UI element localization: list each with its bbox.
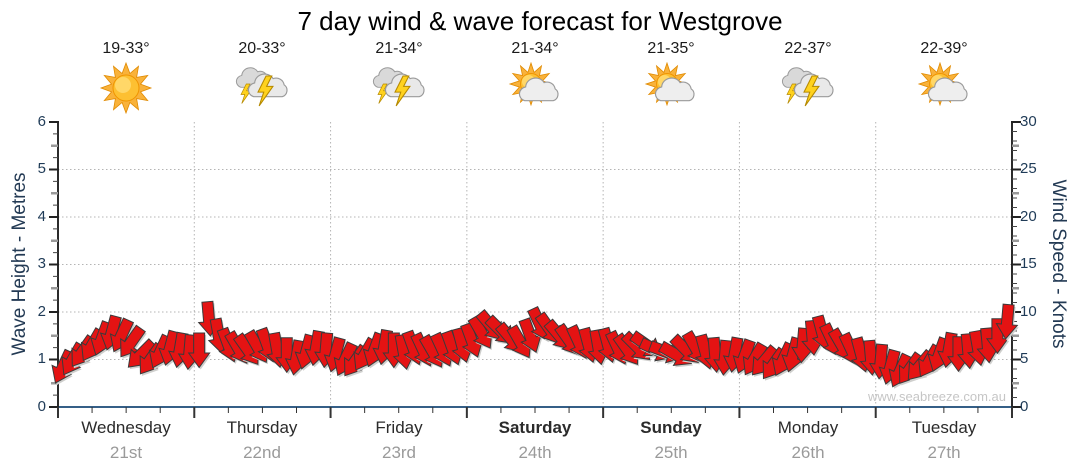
watermark: www.seabreeze.com.au	[867, 389, 1006, 404]
day-label: Thursday	[226, 418, 298, 437]
y-tick-right: 25	[1020, 160, 1037, 177]
y-tick-right: 30	[1020, 113, 1037, 130]
temp-label: 19-33°	[102, 40, 150, 57]
day-label: Saturday	[498, 418, 572, 437]
y-tick-right: 5	[1020, 350, 1029, 367]
sun-icon	[98, 61, 154, 115]
chart-title: 7 day wind & wave forecast for Westgrove	[297, 6, 783, 36]
date-label: 25th	[654, 443, 688, 462]
left-axis-ticks	[49, 121, 59, 408]
y-tick-left: 1	[37, 350, 46, 367]
x-axis-ticks	[57, 407, 1013, 418]
date-label: 26th	[791, 443, 825, 462]
wind-arrow	[995, 303, 1019, 340]
temp-label: 20-33°	[238, 40, 286, 57]
date-label: 27th	[927, 443, 961, 462]
temp-label: 21-34°	[375, 40, 423, 57]
y-tick-right: 0	[1020, 398, 1029, 415]
y-tick-left: 3	[37, 255, 46, 272]
day-label: Wednesday	[81, 418, 171, 437]
day-label: Sunday	[640, 418, 702, 437]
temp-label: 22-37°	[784, 40, 832, 57]
wind-arrow-series	[51, 300, 1019, 389]
partly-cloudy-icon	[916, 61, 972, 114]
y-tick-left: 6	[37, 113, 46, 130]
date-label: 23rd	[381, 443, 417, 462]
wind-arrow	[518, 317, 542, 353]
temp-label: 21-35°	[647, 40, 695, 57]
wind-arrow	[120, 324, 146, 358]
y-tick-left: 4	[37, 208, 46, 225]
partly-cloudy-icon	[507, 61, 563, 114]
y-tick-left: 5	[37, 160, 46, 177]
temp-label: 21-34°	[511, 40, 559, 57]
date-label: 22nd	[243, 443, 281, 462]
thunderstorm-icon	[234, 62, 290, 114]
temp-label: 22-39°	[920, 40, 968, 57]
thunderstorm-icon	[371, 62, 427, 114]
partly-cloudy-icon	[643, 61, 699, 114]
date-label: 21st	[109, 443, 143, 462]
y-tick-right: 10	[1020, 303, 1037, 320]
y-tick-left: 2	[37, 303, 46, 320]
wind-arrow	[187, 332, 211, 369]
date-label: 24th	[518, 443, 552, 462]
y-tick-right: 20	[1020, 208, 1037, 225]
y-tick-right: 15	[1020, 255, 1037, 272]
right-axis-ticks	[1011, 121, 1021, 408]
right-axis-title: Wind Speed - Knots	[1048, 179, 1069, 349]
day-label: Tuesday	[911, 418, 977, 437]
y-tick-left: 0	[37, 398, 46, 415]
day-label: Monday	[777, 418, 839, 437]
thunderstorm-icon	[780, 62, 836, 114]
day-label: Friday	[375, 418, 423, 437]
